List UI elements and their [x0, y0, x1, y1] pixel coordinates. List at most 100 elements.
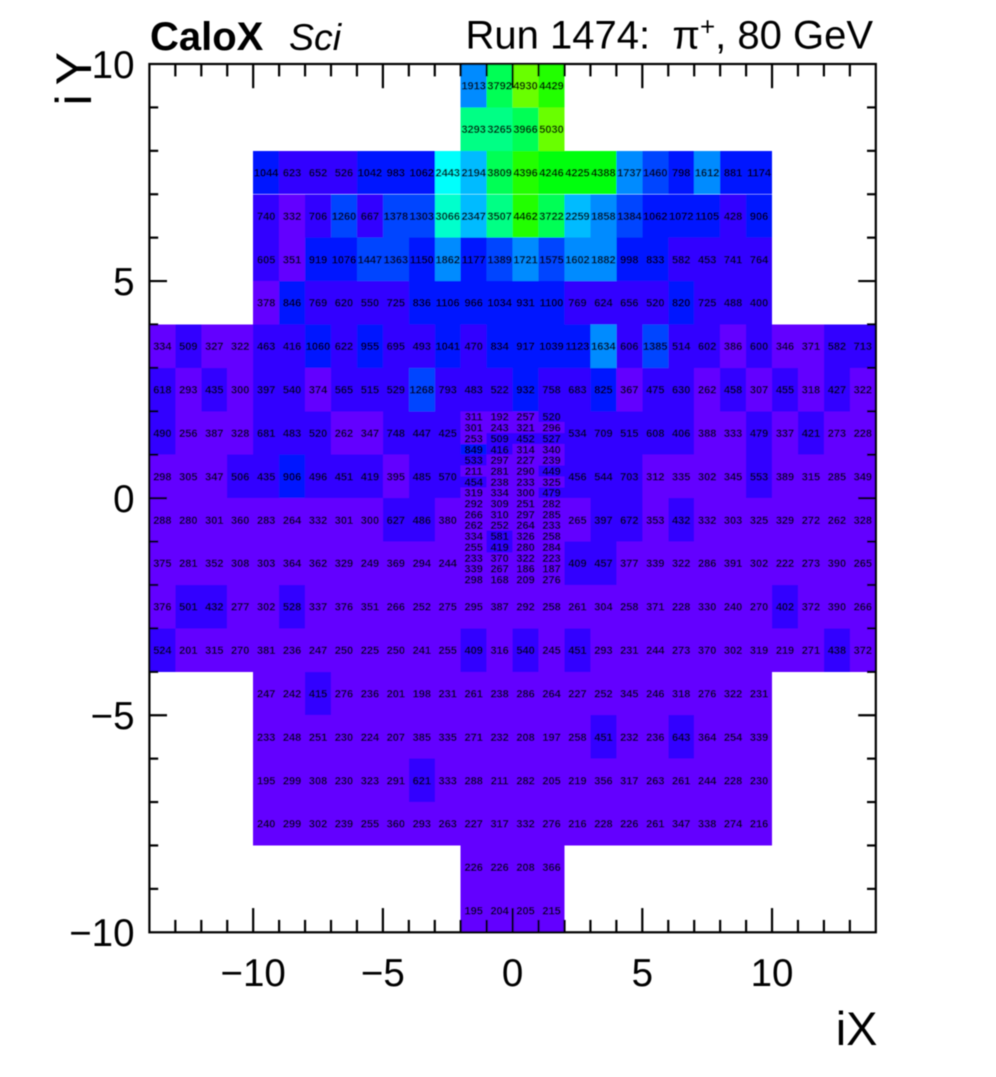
svg-text:293: 293 — [594, 645, 612, 657]
svg-text:1062: 1062 — [643, 211, 667, 223]
svg-text:209: 209 — [516, 575, 534, 587]
svg-text:419: 419 — [490, 542, 508, 554]
svg-text:258: 258 — [542, 602, 560, 614]
svg-text:298: 298 — [465, 575, 483, 587]
svg-text:515: 515 — [620, 428, 638, 440]
svg-text:409: 409 — [568, 558, 586, 570]
svg-text:376: 376 — [153, 602, 171, 614]
svg-text:652: 652 — [309, 167, 327, 179]
svg-text:339: 339 — [750, 732, 768, 744]
svg-text:256: 256 — [179, 428, 197, 440]
svg-text:389: 389 — [776, 471, 794, 483]
svg-text:1100: 1100 — [540, 298, 564, 310]
svg-text:230: 230 — [335, 732, 353, 744]
svg-text:264: 264 — [542, 688, 561, 700]
svg-text:5: 5 — [632, 952, 653, 995]
svg-text:347: 347 — [361, 428, 379, 440]
svg-text:249: 249 — [361, 558, 379, 570]
svg-text:286: 286 — [698, 558, 716, 570]
svg-text:246: 246 — [646, 688, 664, 700]
svg-text:400: 400 — [750, 298, 768, 310]
svg-text:257: 257 — [516, 412, 534, 424]
svg-text:349: 349 — [854, 471, 872, 483]
svg-text:266: 266 — [465, 509, 483, 521]
svg-text:337: 337 — [309, 602, 327, 614]
svg-text:314: 314 — [516, 444, 535, 456]
svg-text:621: 621 — [413, 775, 431, 787]
svg-text:198: 198 — [413, 688, 431, 700]
svg-text:270: 270 — [750, 602, 768, 614]
svg-text:906: 906 — [750, 211, 768, 223]
svg-text:332: 332 — [283, 211, 301, 223]
svg-text:3809: 3809 — [487, 167, 511, 179]
svg-text:326: 326 — [516, 531, 534, 543]
svg-text:301: 301 — [335, 515, 353, 527]
svg-text:1389: 1389 — [487, 254, 511, 266]
svg-text:758: 758 — [542, 385, 560, 397]
svg-text:345: 345 — [620, 688, 638, 700]
svg-text:252: 252 — [413, 602, 431, 614]
svg-text:447: 447 — [413, 428, 431, 440]
svg-text:522: 522 — [490, 385, 508, 397]
svg-text:378: 378 — [257, 298, 275, 310]
svg-text:486: 486 — [413, 515, 431, 527]
svg-text:250: 250 — [335, 645, 353, 657]
svg-text:288: 288 — [153, 515, 171, 527]
svg-text:302: 302 — [309, 819, 327, 831]
svg-text:725: 725 — [698, 298, 716, 310]
svg-text:236: 236 — [361, 688, 379, 700]
svg-text:201: 201 — [387, 688, 405, 700]
svg-text:322: 322 — [724, 688, 742, 700]
svg-text:1177: 1177 — [462, 254, 486, 266]
svg-text:201: 201 — [179, 645, 197, 657]
svg-text:285: 285 — [828, 471, 846, 483]
svg-text:215: 215 — [542, 906, 560, 918]
svg-text:187: 187 — [542, 564, 560, 576]
svg-text:1268: 1268 — [410, 385, 434, 397]
svg-text:605: 605 — [257, 254, 275, 266]
svg-text:286: 286 — [516, 688, 534, 700]
svg-text:252: 252 — [594, 688, 612, 700]
svg-text:262: 262 — [465, 520, 483, 532]
svg-text:618: 618 — [153, 385, 171, 397]
svg-text:−5: −5 — [361, 952, 405, 995]
svg-text:280: 280 — [516, 542, 534, 554]
svg-text:−10: −10 — [69, 912, 134, 955]
svg-text:600: 600 — [750, 341, 768, 353]
svg-text:205: 205 — [542, 775, 560, 787]
svg-text:836: 836 — [413, 298, 431, 310]
svg-text:825: 825 — [594, 385, 612, 397]
svg-text:506: 506 — [231, 471, 249, 483]
svg-text:254: 254 — [724, 732, 743, 744]
svg-text:683: 683 — [568, 385, 586, 397]
svg-text:643: 643 — [672, 732, 690, 744]
svg-text:1721: 1721 — [513, 254, 537, 266]
svg-text:317: 317 — [490, 819, 508, 831]
svg-text:820: 820 — [672, 298, 690, 310]
svg-text:515: 515 — [361, 385, 379, 397]
svg-text:244: 244 — [646, 645, 665, 657]
svg-text:528: 528 — [283, 602, 301, 614]
svg-text:339: 339 — [465, 564, 483, 576]
svg-text:1385: 1385 — [643, 341, 667, 353]
svg-text:261: 261 — [672, 775, 690, 787]
svg-text:391: 391 — [724, 558, 742, 570]
svg-text:308: 308 — [309, 775, 327, 787]
svg-text:219: 219 — [776, 645, 794, 657]
svg-text:328: 328 — [231, 428, 249, 440]
svg-text:5030: 5030 — [539, 124, 563, 136]
svg-text:416: 416 — [490, 444, 508, 456]
svg-text:432: 432 — [672, 515, 690, 527]
svg-text:330: 330 — [698, 602, 716, 614]
svg-text:740: 740 — [257, 211, 275, 223]
svg-text:2194: 2194 — [461, 167, 486, 179]
svg-text:276: 276 — [542, 575, 560, 587]
svg-text:219: 219 — [568, 775, 586, 787]
svg-text:0: 0 — [113, 478, 134, 521]
svg-text:290: 290 — [516, 466, 534, 478]
svg-text:834: 834 — [490, 341, 509, 353]
svg-text:457: 457 — [594, 558, 612, 570]
svg-text:253: 253 — [465, 433, 483, 445]
svg-text:208: 208 — [516, 862, 534, 874]
svg-text:520: 520 — [542, 412, 560, 424]
